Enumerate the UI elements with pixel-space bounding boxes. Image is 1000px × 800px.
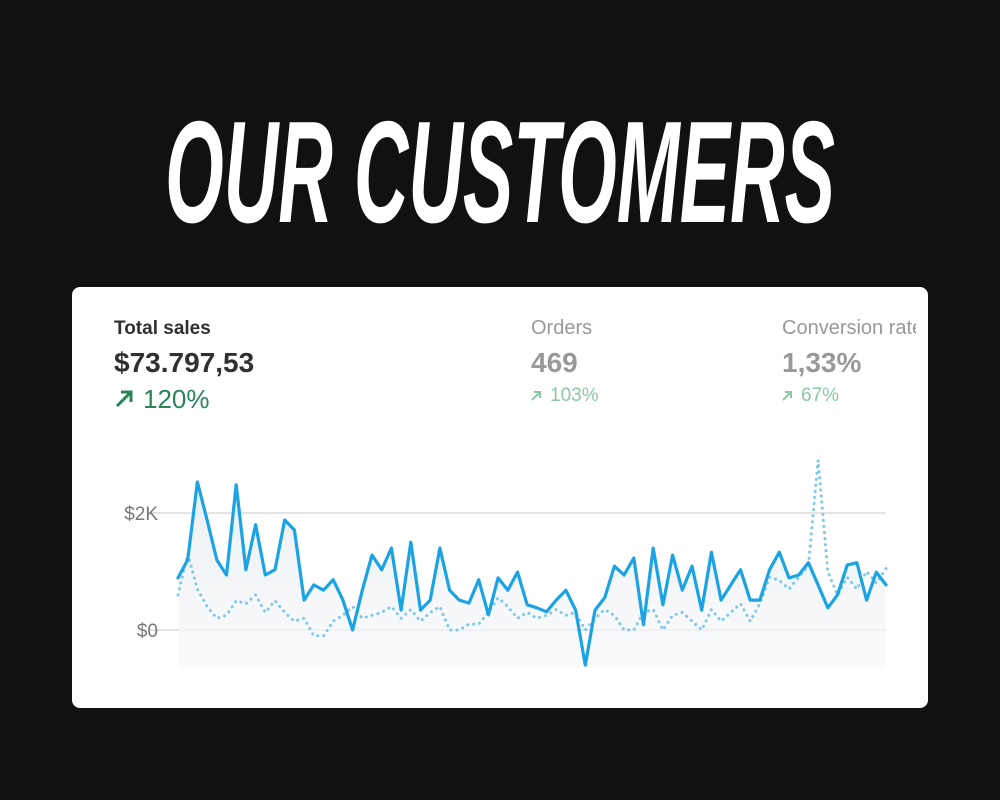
metric-label: Total sales	[114, 318, 211, 339]
metric-change: 103%	[550, 385, 599, 406]
metric-value: 1,33%	[782, 347, 861, 378]
y-tick-label: $2K	[124, 504, 158, 525]
metrics: Total sales $73.797,53 120% Orders 469 1…	[114, 317, 923, 414]
up-arrow	[531, 391, 541, 401]
chart: $0 $2K	[124, 458, 888, 668]
metric-value: 469	[531, 347, 578, 378]
headline: OUR CUSTOMERS	[165, 91, 835, 253]
up-arrow	[115, 390, 133, 408]
metric-label: Conversion rate	[782, 317, 923, 339]
metric-label: Orders	[531, 317, 592, 339]
series-line	[176, 458, 888, 638]
metric-value: $73.797,53	[114, 347, 254, 378]
y-tick-label: $0	[137, 621, 158, 642]
metric-change: 120%	[143, 384, 210, 414]
series-line	[176, 480, 888, 667]
metric-change: 67%	[801, 385, 839, 406]
up-arrow	[782, 391, 792, 401]
